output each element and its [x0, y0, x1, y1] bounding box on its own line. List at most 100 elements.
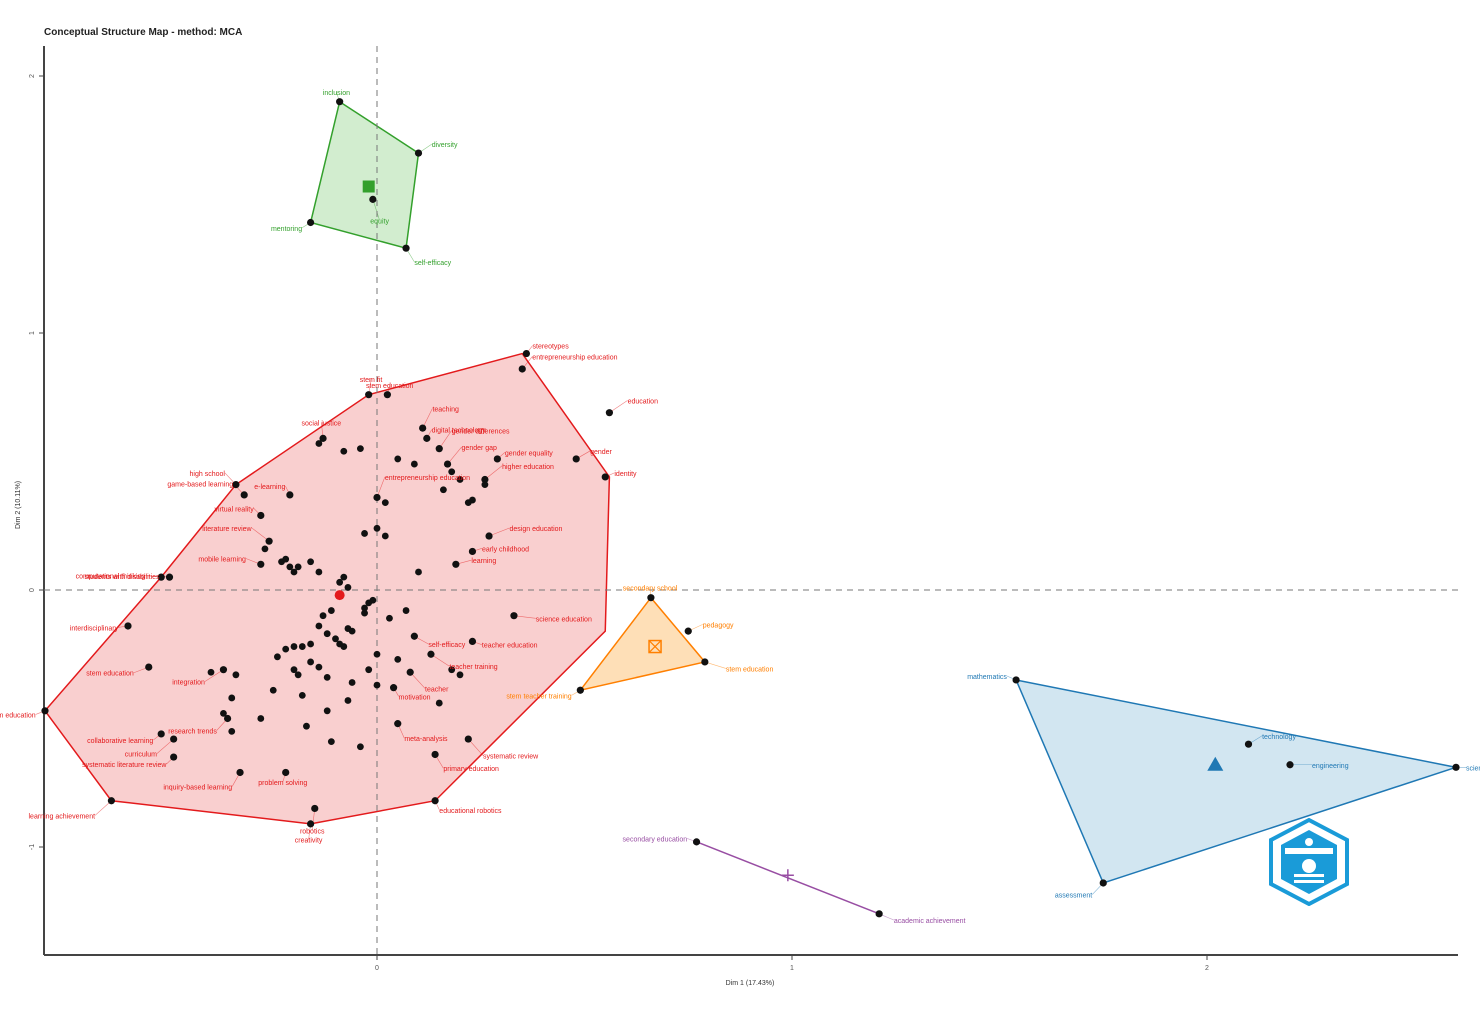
axes: Dim 1 (17.43%) Dim 2 (10.11%) — [15, 46, 1458, 987]
point-label: stereotypes — [533, 344, 570, 351]
data-point — [365, 391, 373, 399]
data-point — [394, 720, 402, 728]
data-point — [344, 584, 352, 591]
data-point — [369, 195, 377, 203]
data-point — [240, 491, 248, 499]
point-label: education — [628, 398, 658, 405]
data-point — [282, 768, 290, 777]
data-point — [165, 573, 174, 581]
chart-title: Conceptual Structure Map - method: MCA — [44, 27, 243, 38]
point-label: mobile learning — [198, 556, 246, 563]
point-label: stem education — [726, 666, 774, 673]
point-label: high school — [190, 471, 226, 478]
data-point — [157, 730, 165, 738]
point-label: stem education — [366, 383, 414, 390]
data-point — [394, 655, 402, 663]
data-point — [319, 434, 327, 442]
point-label: stem fit — [360, 377, 383, 384]
data-point — [307, 218, 315, 227]
data-point — [464, 735, 472, 743]
data-point — [468, 547, 477, 556]
label-leader-line — [484, 465, 503, 480]
cluster-centroids — [334, 180, 1224, 882]
cluster-centroid-marker — [1207, 756, 1224, 771]
data-point — [361, 530, 368, 537]
label-leader-line — [204, 669, 224, 682]
point-label: meta-analysis — [404, 736, 448, 743]
data-point — [1012, 676, 1020, 684]
data-point — [448, 666, 456, 674]
cluster-centroid-cross — [648, 640, 662, 653]
data-point — [257, 511, 265, 520]
data-point — [107, 797, 115, 805]
data-point — [145, 663, 153, 671]
cluster-hull — [578, 596, 707, 692]
data-point — [381, 499, 389, 507]
data-point — [522, 349, 531, 358]
point-label: motivation — [399, 694, 431, 701]
data-point — [315, 663, 323, 671]
data-point — [601, 473, 609, 481]
label-leader-line — [156, 738, 174, 754]
point-label: early childhood — [482, 546, 529, 553]
y-tick-label: 1 — [29, 331, 36, 335]
point-label: gender equality — [505, 450, 553, 457]
point-label: identity — [614, 471, 637, 478]
data-point — [315, 440, 323, 447]
x-axis-title: Dim 1 (17.43%) — [726, 980, 775, 987]
data-point — [340, 573, 348, 581]
point-label: collaborative learning — [87, 738, 153, 745]
x-tick-label: 0 — [375, 965, 379, 972]
label-leader-line — [94, 800, 112, 816]
cluster-centroid-marker — [362, 180, 375, 193]
data-point — [443, 460, 452, 468]
data-point — [361, 604, 368, 612]
data-point — [456, 671, 464, 679]
data-point — [402, 607, 410, 614]
data-point — [692, 838, 701, 846]
data-points — [41, 98, 1460, 918]
data-point — [423, 434, 431, 442]
data-point — [157, 573, 165, 581]
x-tick-label: 2 — [1205, 965, 1209, 972]
point-label: higher education — [502, 464, 554, 471]
data-point — [327, 738, 335, 746]
y-tick-label: 2 — [29, 74, 36, 78]
point-label: gender differences — [452, 428, 510, 435]
data-point — [323, 673, 331, 681]
data-point — [415, 568, 422, 576]
data-point — [323, 707, 331, 715]
point-label: gender gap — [462, 445, 498, 452]
data-point — [373, 650, 381, 658]
point-label: problem solving — [258, 780, 307, 787]
cluster-centroid-marker — [781, 869, 794, 882]
data-point — [369, 596, 377, 604]
data-point — [265, 537, 273, 545]
point-label: social justice — [302, 420, 342, 427]
point-label: secondary school — [623, 586, 678, 593]
data-point — [340, 447, 348, 455]
point-label: teacher training — [449, 664, 497, 671]
data-point — [605, 409, 614, 417]
label-leader-line — [430, 653, 450, 667]
data-point — [365, 666, 373, 674]
data-point — [1286, 761, 1294, 769]
data-point — [298, 691, 306, 699]
data-point — [282, 645, 290, 653]
data-point — [315, 622, 323, 630]
point-label: teacher — [425, 686, 449, 693]
data-point — [269, 686, 277, 694]
point-label: learning — [471, 558, 496, 565]
data-point — [344, 697, 352, 704]
data-point — [298, 643, 306, 650]
point-label: robotics — [300, 828, 325, 835]
point-label: mathematics — [967, 674, 1007, 681]
point-label: science education — [536, 616, 592, 623]
data-point — [228, 727, 236, 735]
data-point — [361, 609, 368, 617]
data-point — [236, 768, 244, 777]
point-label: academic achievement — [894, 918, 966, 925]
label-leader-line — [488, 527, 510, 537]
data-point — [307, 558, 314, 566]
